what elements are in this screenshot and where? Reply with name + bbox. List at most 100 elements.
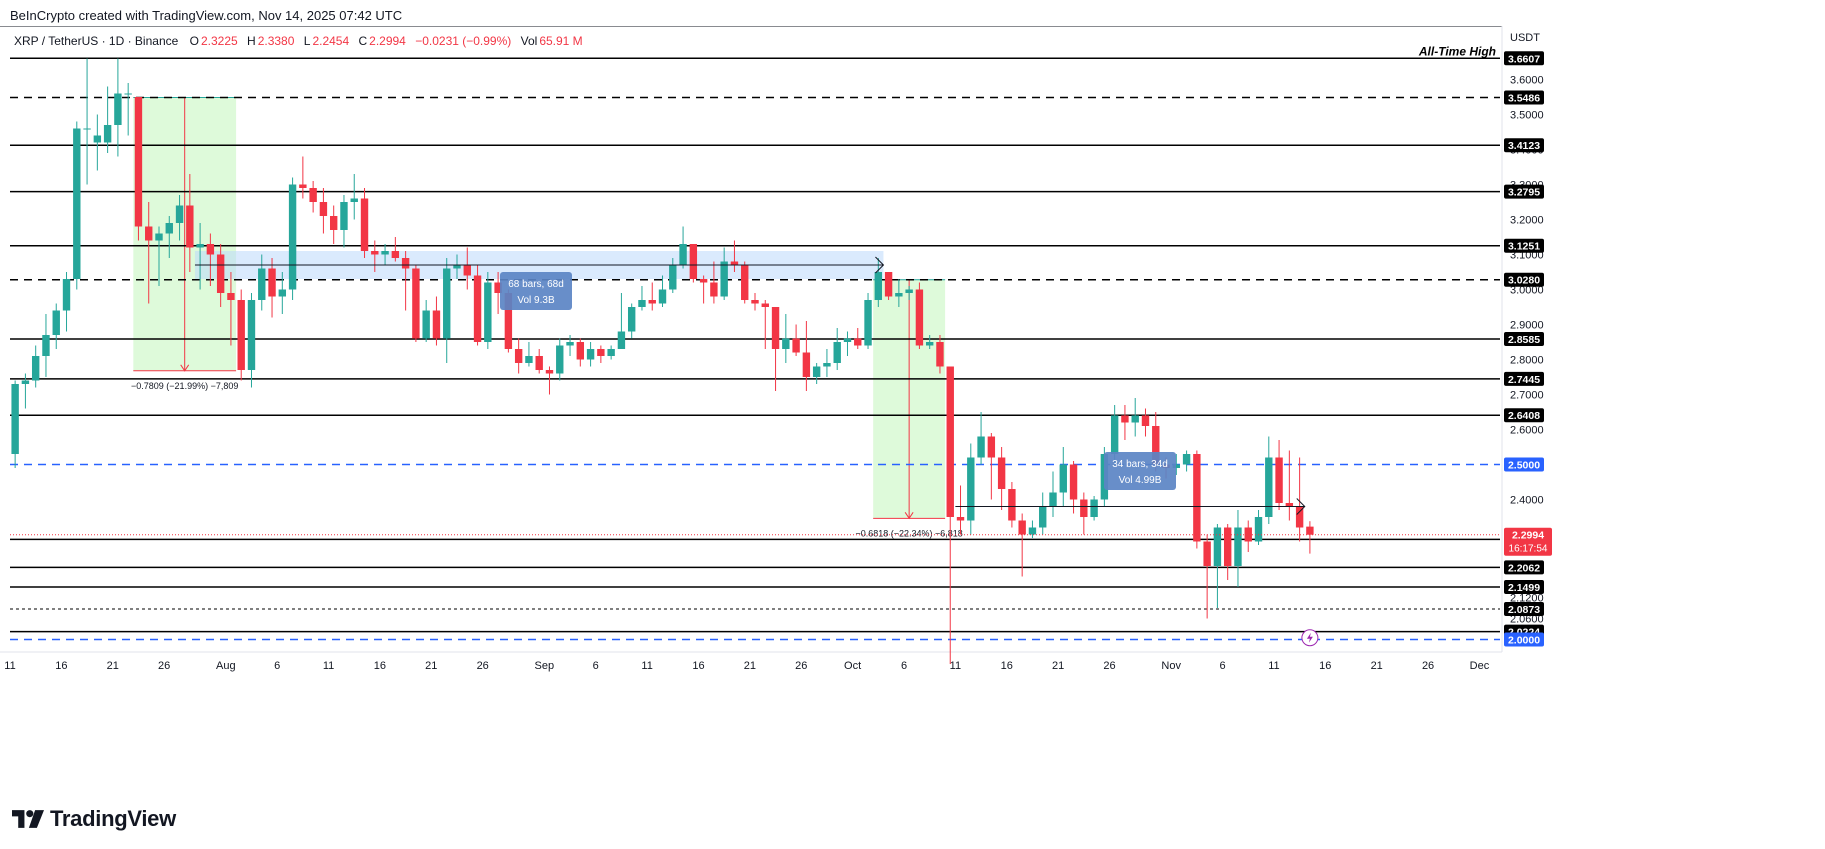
x-tick-label: 6 <box>1219 660 1225 672</box>
price-chart[interactable]: USDT3.60003.50003.40003.30003.20003.1000… <box>0 26 1825 796</box>
tradingview-logo[interactable]: TradingView <box>12 806 176 832</box>
x-tick-label: Oct <box>844 660 861 672</box>
candle-body <box>699 279 708 283</box>
price-tag-label: 2.2062 <box>1508 562 1540 574</box>
close-value: 2.2994 <box>369 34 406 48</box>
candle-body <box>247 300 256 370</box>
x-tick-label: 11 <box>950 660 961 672</box>
drop-zone-label: −0.6818 (−22.34%) −6,818 <box>855 528 962 538</box>
y-tick-label: 2.1200 <box>1510 593 1544 605</box>
candle-body <box>1295 506 1304 528</box>
candle-body <box>802 352 811 377</box>
candle-body <box>484 282 492 342</box>
candle-body <box>258 268 266 300</box>
candle-body <box>278 289 287 297</box>
x-tick-label: 11 <box>323 660 334 672</box>
candle-body <box>812 366 821 377</box>
candle-body <box>967 457 975 521</box>
drop-zone-arrowhead <box>904 512 914 520</box>
candle-body <box>299 184 307 188</box>
price-tag-label: 2.7445 <box>1508 374 1540 386</box>
candle-body <box>1008 489 1016 521</box>
candle-body <box>556 345 564 374</box>
candle-body <box>114 93 122 125</box>
chart-canvas[interactable]: USDT3.60003.50003.40003.30003.20003.1000… <box>0 26 1825 796</box>
candle-body <box>422 310 430 339</box>
low-value: 2.2454 <box>312 34 350 48</box>
candle-body <box>566 342 574 346</box>
range-arrowhead <box>875 256 885 274</box>
drop-zone-label: −0.7809 (−21.99%) −7,809 <box>131 381 238 391</box>
candle-body <box>412 268 420 339</box>
candle-body <box>607 349 615 356</box>
candle-body <box>155 233 163 241</box>
y-tick-label: 2.8000 <box>1510 355 1544 367</box>
candle-body <box>237 300 245 370</box>
candle-body <box>679 244 687 265</box>
y-tick-label: 3.5000 <box>1510 110 1544 122</box>
candle-body <box>1110 415 1119 454</box>
candle-body <box>956 517 965 521</box>
candle-body <box>124 93 132 95</box>
symbol-label: XRP / TetherUS · 1D · Binance <box>14 34 179 48</box>
low-label: L <box>303 34 311 48</box>
open-value: 2.3225 <box>200 34 238 48</box>
candle-body <box>905 289 913 293</box>
x-tick-label: 16 <box>374 660 386 672</box>
candle-body <box>751 300 759 304</box>
price-tag <box>1504 580 1544 595</box>
candle-body <box>1039 506 1047 528</box>
candle-body <box>1285 503 1294 507</box>
last-price-tag <box>1504 527 1552 556</box>
y-tick-label: 2.9000 <box>1510 320 1544 332</box>
y-tick-label: 2.4000 <box>1510 495 1544 507</box>
candle-body <box>864 300 872 346</box>
candle-body <box>710 282 718 297</box>
candle-body <box>62 279 71 311</box>
x-tick-label: 11 <box>641 660 652 672</box>
candle-body <box>186 205 194 248</box>
x-tick-label: 21 <box>744 660 756 672</box>
price-tag <box>1504 560 1544 575</box>
candle-body <box>535 356 543 370</box>
candle-body <box>782 338 790 349</box>
candle-body <box>83 128 91 130</box>
candle-body <box>381 251 389 255</box>
price-tag <box>1504 238 1544 253</box>
candle-body <box>997 457 1006 489</box>
candle-body <box>473 275 482 342</box>
price-tag <box>1504 332 1544 347</box>
candle-body <box>268 268 276 297</box>
candle-body <box>31 356 40 381</box>
x-tick-label: Aug <box>216 660 236 672</box>
x-tick-label: 16 <box>1319 660 1331 672</box>
volume-value: 65.91 M <box>539 34 583 48</box>
candle-body <box>175 205 184 223</box>
candle-body <box>288 184 297 290</box>
price-tag-label: 3.1251 <box>1508 241 1540 253</box>
range-bars-label: 68 bars, 68d <box>508 279 564 290</box>
price-tag <box>1504 457 1544 472</box>
candle-body <box>227 293 235 300</box>
candle-body <box>1121 415 1129 423</box>
candle-body <box>1254 517 1263 542</box>
price-tag-label: 2.5000 <box>1508 460 1540 472</box>
x-tick-label: 26 <box>795 660 807 672</box>
candle-body <box>597 349 605 356</box>
candle-body <box>432 310 441 339</box>
y-tick-label: 3.0000 <box>1510 285 1544 297</box>
price-tag-label: 2.0000 <box>1508 635 1540 647</box>
x-tick-label: 6 <box>274 660 280 672</box>
candle-body <box>1203 541 1211 566</box>
candle-body <box>504 293 513 349</box>
candle-body <box>1152 426 1160 465</box>
candle-body <box>741 265 749 300</box>
candle-body <box>1244 527 1252 542</box>
candle-body <box>586 349 595 360</box>
candle-body <box>627 307 636 332</box>
candle-body <box>103 125 112 143</box>
price-tag <box>1504 184 1544 199</box>
candle-body <box>309 188 317 202</box>
candle-body <box>1141 415 1150 426</box>
